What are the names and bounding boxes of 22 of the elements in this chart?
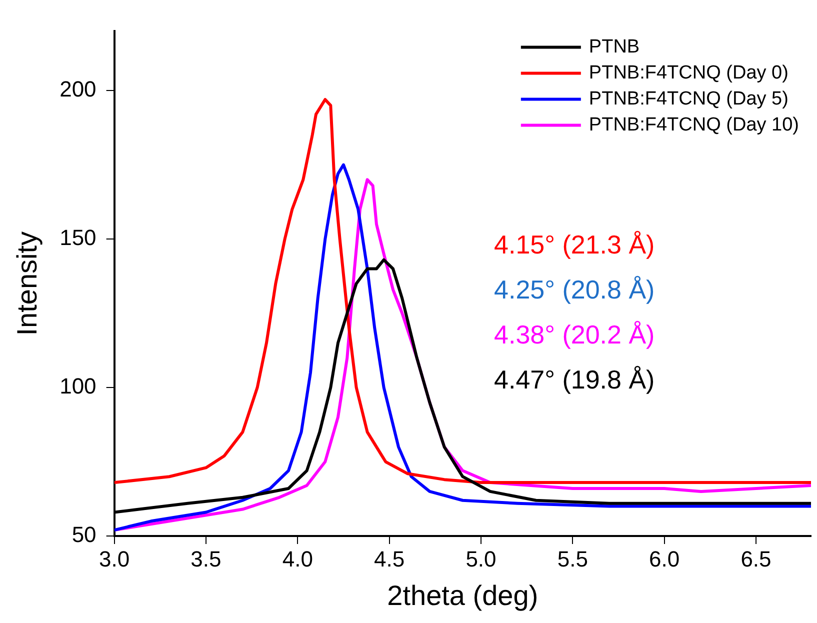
x-tick-label: 6.5: [740, 546, 772, 572]
y-tick-label: 200: [60, 76, 96, 102]
x-tick-label: 3.5: [190, 546, 222, 572]
annotation: 4.25° (20.8 Å): [494, 274, 655, 304]
x-tick-label: 5.5: [557, 546, 588, 572]
x-tick-label: 6.0: [649, 546, 680, 572]
y-tick-label: 50: [72, 522, 96, 548]
y-tick-label: 150: [60, 225, 96, 250]
legend-label: PTNB:F4TCNQ (Day 5): [588, 88, 788, 110]
x-tick-label: 5.0: [466, 546, 496, 572]
x-axis-title: 2theta (deg): [387, 580, 538, 611]
legend-label: PTNB:F4TCNQ (Day 10): [588, 114, 800, 136]
y-axis-title: Intensity: [12, 231, 43, 336]
x-tick-label: 4.5: [374, 546, 405, 572]
x-tick-label: 4.0: [282, 546, 313, 572]
y-tick-label: 100: [60, 374, 96, 399]
legend-label: PTNB:F4TCNQ (Day 0): [588, 62, 788, 84]
annotation: 4.15° (21.3 Å): [494, 229, 655, 260]
annotation: 4.38° (20.2 Å): [494, 319, 655, 350]
x-tick-label: 3.0: [99, 546, 130, 572]
legend-label: PTNB: [588, 36, 640, 58]
annotation: 4.47° (19.8 Å): [494, 364, 655, 394]
